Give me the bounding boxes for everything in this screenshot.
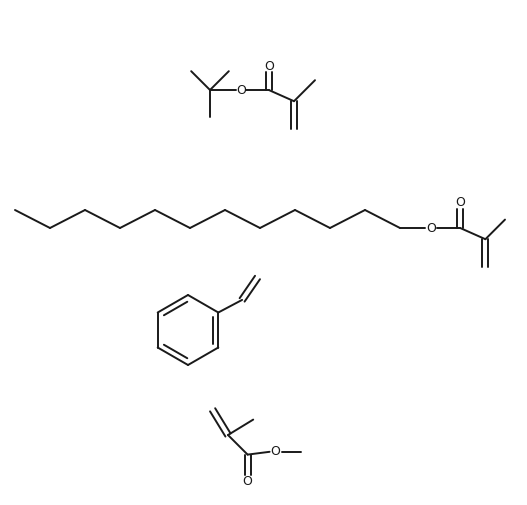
Text: O: O <box>426 222 436 234</box>
Text: O: O <box>236 83 246 96</box>
Text: O: O <box>271 445 280 459</box>
Text: O: O <box>455 196 465 209</box>
Text: O: O <box>242 475 252 488</box>
Text: O: O <box>264 60 274 73</box>
